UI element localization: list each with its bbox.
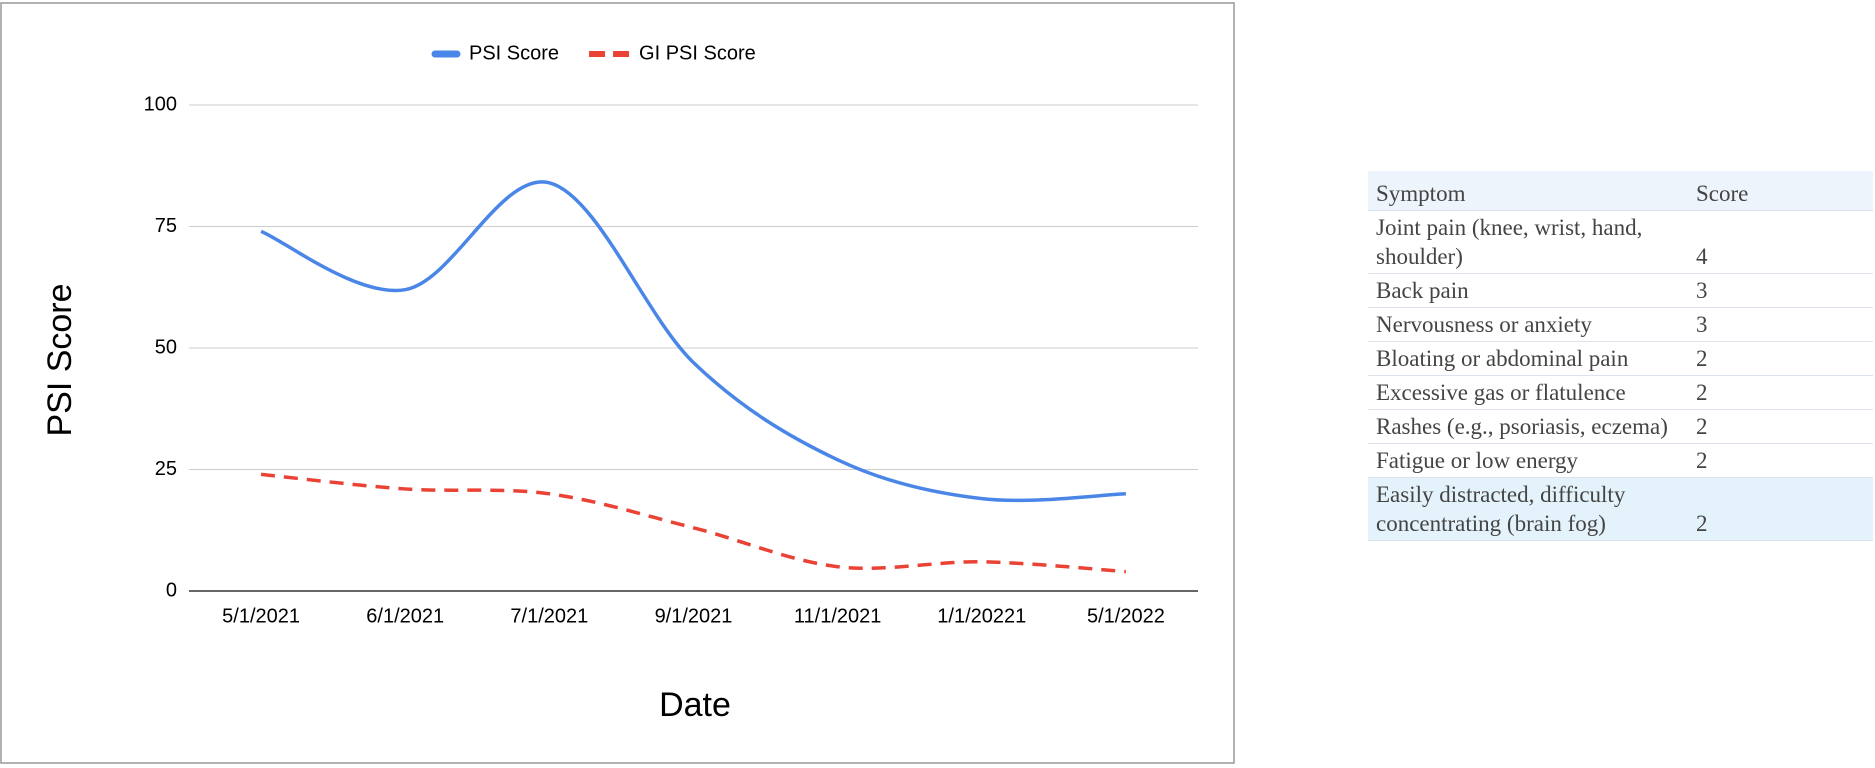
score-cell: 2: [1688, 409, 1873, 444]
y-tick-label: 100: [144, 93, 177, 115]
table-header-row: Symptom Score: [1368, 171, 1873, 211]
series-line: [260, 180, 1126, 503]
table-row: Bloating or abdominal pain 2: [1368, 341, 1873, 376]
symptom-cell: Back pain: [1368, 273, 1688, 308]
chart-frame: [0, 2, 1235, 764]
symptom-cell: Excessive gas or flatulence: [1368, 375, 1688, 410]
legend-label: PSI Score: [469, 42, 559, 64]
score-cell: 2: [1688, 443, 1873, 478]
legend-label: GI PSI Score: [639, 42, 756, 64]
symptom-cell: Nervousness or anxiety: [1368, 307, 1688, 342]
score-cell: 2: [1688, 341, 1873, 376]
series-line: [260, 472, 1127, 574]
table-row: Back pain 3: [1368, 273, 1873, 308]
y-tick-label: 25: [155, 458, 177, 480]
y-tick-label: 0: [166, 579, 177, 601]
y-tick-label: 75: [155, 215, 177, 237]
x-tick-label: 7/1/2021: [510, 605, 588, 627]
table-row: Easily distracted, difficulty concentrat…: [1368, 477, 1873, 541]
symptom-table: Symptom Score Joint pain (knee, wrist, han…: [1368, 171, 1873, 541]
score-cell: 2: [1688, 477, 1873, 541]
table-row: Nervousness or anxiety 3: [1368, 307, 1873, 342]
x-tick-label: 6/1/2021: [366, 605, 444, 627]
x-tick-label: 1/1/20221: [937, 605, 1026, 627]
x-tick-label: 11/1/2021: [794, 605, 882, 627]
table-row: Excessive gas or flatulence 2: [1368, 375, 1873, 410]
header-cell: Symptom: [1368, 171, 1688, 211]
symptom-cell: Easily distracted, difficulty concentrat…: [1368, 477, 1688, 541]
score-cell: 3: [1688, 307, 1873, 342]
x-tick-label: 9/1/2021: [655, 605, 733, 627]
y-tick-label: 50: [155, 336, 177, 358]
table-row: Joint pain (knee, wrist, hand, shoulder)…: [1368, 210, 1873, 274]
chart: Date PSI Score 0 25 50 75 100 5/1/2021 6/1/202…: [0, 2, 1235, 764]
x-tick-label: 5/1/2021: [222, 605, 300, 627]
x-axis-title: Date: [659, 686, 731, 724]
score-cell: 2: [1688, 375, 1873, 410]
x-tick-label: 5/1/2022: [1087, 605, 1165, 627]
score-cell: 4: [1688, 210, 1873, 274]
symptom-cell: Fatigue or low energy: [1368, 443, 1688, 478]
table-row: Rashes (e.g., psoriasis, eczema) 2: [1368, 409, 1873, 444]
table-row: Fatigue or low energy 2: [1368, 443, 1873, 478]
score-cell: 3: [1688, 273, 1873, 308]
y-axis-title: PSI Score: [41, 283, 79, 436]
symptom-cell: Rashes (e.g., psoriasis, eczema): [1368, 409, 1688, 444]
header-cell: Score: [1688, 171, 1873, 211]
symptom-cell: Bloating or abdominal pain: [1368, 341, 1688, 376]
symptom-cell: Joint pain (knee, wrist, hand, shoulder): [1368, 210, 1688, 274]
